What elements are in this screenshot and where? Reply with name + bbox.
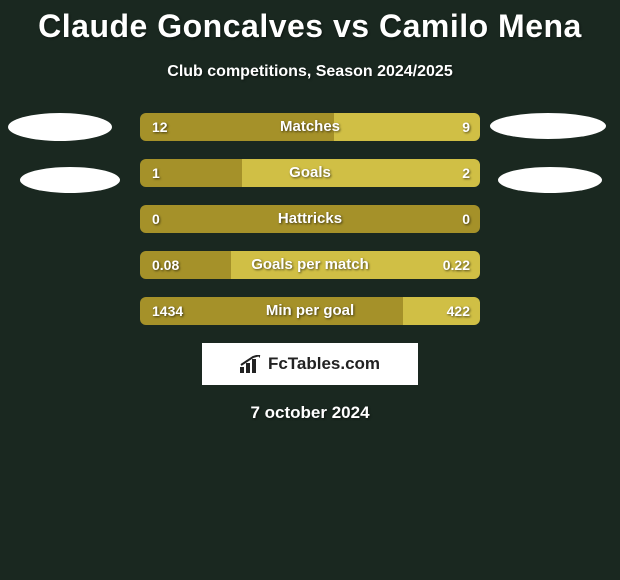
avatar-ellipse: [8, 113, 112, 141]
metric-label: Matches: [140, 113, 480, 141]
metric-row: 00Hattricks: [0, 205, 620, 233]
metric-label: Min per goal: [140, 297, 480, 325]
metric-label: Goals: [140, 159, 480, 187]
metric-row: 0.080.22Goals per match: [0, 251, 620, 279]
comparison-chart: 129Matches12Goals00Hattricks0.080.22Goal…: [0, 113, 620, 325]
avatar-ellipse: [490, 113, 606, 139]
page-title: Claude Goncalves vs Camilo Mena: [0, 0, 620, 45]
metric-row: 1434422Min per goal: [0, 297, 620, 325]
subtitle: Club competitions, Season 2024/2025: [0, 63, 620, 81]
avatar-ellipse: [20, 167, 120, 193]
brand-chart-icon: [240, 355, 262, 373]
metric-label: Goals per match: [140, 251, 480, 279]
metric-label: Hattricks: [140, 205, 480, 233]
brand-badge: FcTables.com: [202, 343, 418, 385]
brand-text: FcTables.com: [268, 354, 380, 374]
avatar-ellipse: [498, 167, 602, 193]
date-label: 7 october 2024: [0, 403, 620, 423]
